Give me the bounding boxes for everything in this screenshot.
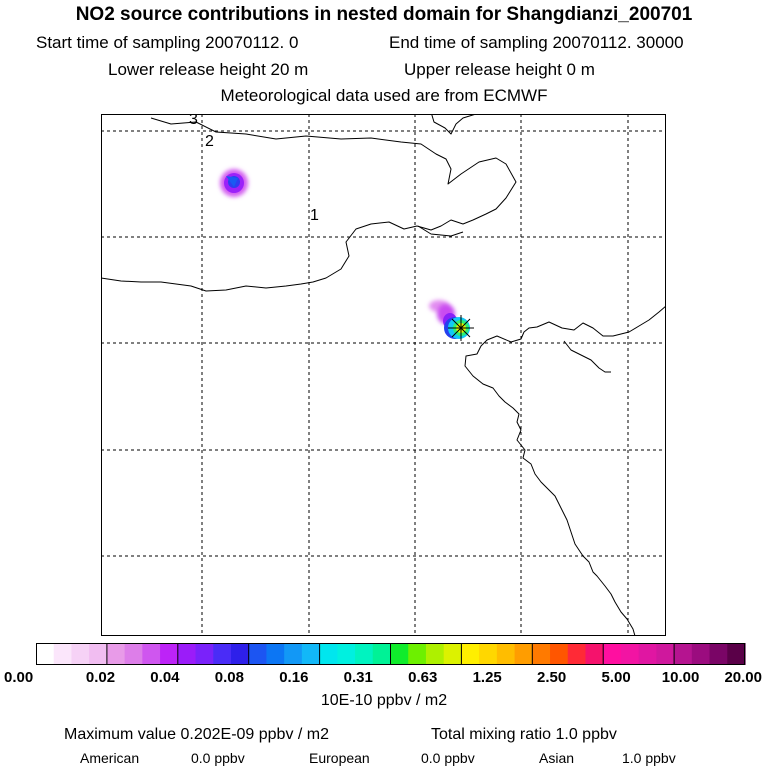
colorbar-cell [550,643,569,665]
map-borders [101,114,666,636]
colorbar-cell [408,643,427,665]
colorbar-cell [585,643,604,665]
colorbar-cell [390,643,409,665]
colorbar-cell [620,643,640,665]
upper-release-text: Upper release height 0 m [404,60,595,79]
end-sampling-text: End time of sampling 20070112. 30000 [389,33,684,52]
colorbar-cell [532,643,551,665]
colorbar-cell [177,643,197,665]
colorbar-cell [195,643,214,665]
colorbar-cell [638,643,657,665]
colorbar-tick-label: 0.08 [214,669,244,686]
colorbar-cell [479,643,498,665]
colorbar-tick-label: 0.31 [343,669,373,686]
colorbar-tick-label: 1.25 [472,669,502,686]
start-sampling-text: Start time of sampling 20070112. 0 [36,33,299,52]
colorbar-cell [461,643,480,665]
colorbar-cell [124,643,143,665]
colorbar-tick-label: 0.04 [150,669,180,686]
colorbar-cell [514,643,533,665]
region-label-1: 1 [310,207,319,224]
colorbar-cell [106,643,126,665]
colorbar-tick-label: 20.00 [724,669,762,686]
colorbar [36,643,746,665]
colorbar-cell [142,643,161,665]
colorbar-cell [727,643,746,665]
plume-northwest [220,169,248,197]
colorbar-cell [213,643,232,665]
colorbar-frame [36,643,745,665]
plume-receptor [429,300,470,339]
colorbar-cell [709,643,728,665]
max-value-text: Maximum value 0.202E-09 ppbv / m2 [64,726,330,743]
colorbar-cell [230,643,250,665]
colorbar-cell [301,643,321,665]
colorbar-cell [160,643,179,665]
map-panel: 3 2 1 [101,114,666,636]
total-mixing-text: Total mixing ratio 1.0 ppbv [431,726,617,743]
lower-release-text: Lower release height 20 m [108,60,309,79]
colorbar-cell [691,643,711,665]
colorbar-units: 10E-10 ppbv / m2 [320,692,448,709]
asian-value: 1.0 ppbv [622,750,676,766]
colorbar-cell [284,643,303,665]
colorbar-tick-label: 0.16 [279,669,309,686]
colorbar-cell [674,643,693,665]
european-value: 0.0 ppbv [421,750,475,766]
colorbar-cell [319,643,338,665]
american-value: 0.0 ppbv [191,750,245,766]
colorbar-cell [337,643,356,665]
chart-title: NO2 source contributions in nested domai… [75,4,693,25]
colorbar-cell [71,643,90,665]
map-gridlines [101,114,666,636]
receptor-marker-icon [448,315,474,341]
met-data-text: Meteorological data used are from ECMWF [220,86,548,105]
european-label: European [309,750,370,766]
colorbar-tick-label: 2.50 [537,669,567,686]
american-label: American [80,750,140,766]
colorbar-cell [266,643,285,665]
region-label-3: 3 [189,114,198,128]
colorbar-cell [36,643,55,665]
colorbar-cell [567,643,587,665]
colorbar-tick-label: 0.00 [4,669,34,686]
colorbar-cell [372,643,392,665]
colorbar-cell [89,643,108,665]
colorbar-cell [496,643,516,665]
map-frame [101,114,666,636]
colorbar-cell [443,643,463,665]
region-label-2: 2 [205,133,214,150]
colorbar-cell [603,643,622,665]
colorbar-cell [355,643,374,665]
colorbar-tick-label: 10.00 [661,669,700,686]
colorbar-cell [425,643,445,665]
colorbar-tick-label: 0.02 [85,669,116,686]
colorbar-cell [53,643,73,665]
colorbar-cell [248,643,268,665]
asian-label: Asian [539,750,575,766]
colorbar-tick-label: 5.00 [601,669,631,686]
colorbar-cell [656,643,675,665]
colorbar-tick-label: 0.63 [408,669,438,686]
